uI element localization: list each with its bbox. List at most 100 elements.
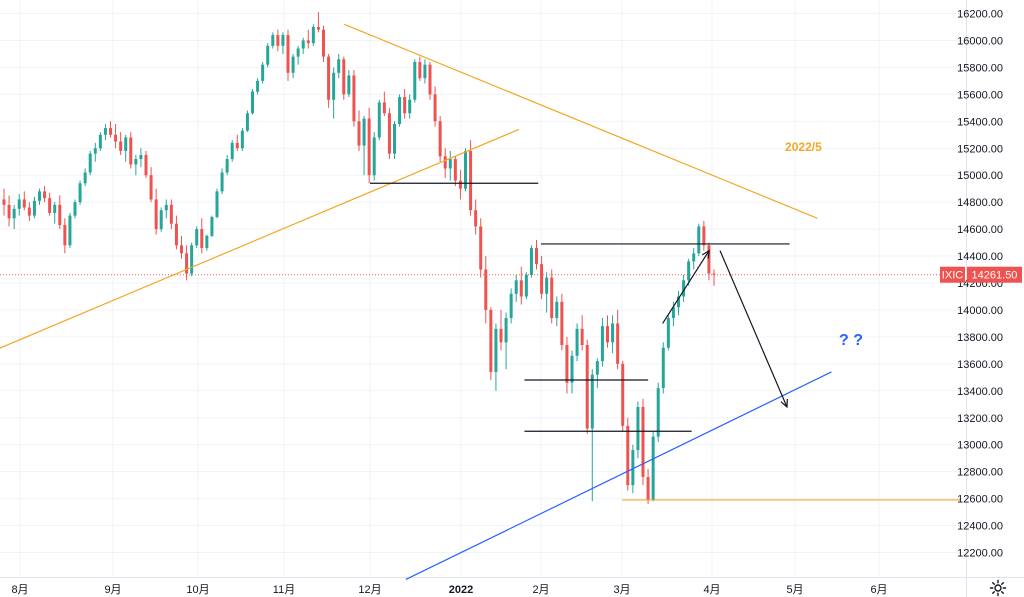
price-tick-label: 15600.00 [957,89,1003,101]
candle-body [666,318,670,348]
price-tick-label: 14000.00 [957,305,1003,317]
price-tick-label: 13600.00 [957,359,1003,371]
candle-body [225,159,229,173]
candle-body [144,154,148,176]
candle-body [387,113,391,154]
candle-body [519,280,523,297]
candle-body [240,130,244,149]
candle-body [651,436,655,500]
price-tick-label: 12200.00 [957,548,1003,560]
candle-body [114,134,118,142]
candle-body [393,123,396,154]
candle-body [687,261,691,281]
price-tag-value: 14261.50 [972,270,1018,282]
price-tick-label: 13400.00 [957,386,1003,398]
candle-body [509,293,513,319]
candle-body [661,347,665,389]
candle-body [362,118,366,146]
candle-body [220,172,224,192]
candle-body [139,154,143,160]
price-tick-label: 12400.00 [957,521,1003,533]
price-tick-label: 12800.00 [957,467,1003,479]
candle-body [448,159,452,169]
candle-body [337,59,341,73]
candle-body [2,199,6,205]
candle-body [322,29,325,57]
candle-body [545,277,549,294]
candle-body [327,56,331,100]
time-tick-label: 8月 [11,584,28,596]
candles-group [2,12,716,504]
price-tick-label: 12600.00 [957,494,1003,506]
candle-body [38,191,41,201]
candle-body [154,199,158,230]
candle-body [626,425,630,486]
candle-body [332,72,336,100]
price-tick-label: 14400.00 [957,251,1003,263]
candle-body [631,450,635,486]
candle-body [535,247,538,265]
settings-gear-icon[interactable] [989,579,1007,597]
candle-body [195,229,199,246]
candle-body [484,269,488,310]
candle-body [489,309,493,372]
time-axis[interactable]: 8月 9月 10月 11月 12月 2022 2月 3月 4月 5月 6月 [11,584,887,596]
candle-body [514,280,518,294]
candle-body [570,355,574,383]
candle-body [306,40,310,44]
candle-body [580,328,584,345]
candle-body [119,141,123,151]
candle-body [403,97,407,114]
candle-body [210,216,214,236]
candle-body [124,137,128,151]
projection-arrow-down-head [780,398,788,409]
candle-body [73,202,77,216]
candle-body [83,172,87,184]
candle-body [78,183,82,203]
price-tag-bg [967,266,1022,283]
candle-body [616,323,620,364]
candle-body [641,406,645,478]
candle-body [296,48,300,57]
candle-body [621,363,625,426]
time-tick-label: 2022 [449,584,473,596]
candle-body [256,80,260,92]
candle-body [377,102,381,138]
candle-body [423,64,427,79]
candle-body [276,35,280,46]
candle-body [347,75,351,95]
candle-body [281,35,285,46]
candle-body [453,159,457,181]
candle-body [524,274,528,297]
symbol-tag [940,266,965,283]
candle-body [169,204,173,224]
candle-body [702,226,706,246]
rise-arrow-up-head [701,249,710,259]
candle-body [200,229,204,248]
candle-body [565,344,569,383]
candle-body [352,75,356,122]
candle-body [43,191,47,199]
candle-body [540,264,544,294]
candle-body [474,210,478,227]
price-tick-label: 14600.00 [957,224,1003,236]
time-tick-label: 3月 [613,584,630,596]
price-axis[interactable]: 12200.00 12400.00 12600.00 12800.00 13000.00… [957,9,1003,560]
candle-body [560,301,564,345]
candle-body [697,226,701,254]
price-tick-label: 13000.00 [957,440,1003,452]
candle-body [418,62,422,79]
candle-body [636,406,640,451]
candle-body [180,245,183,254]
candle-body [149,175,153,200]
candle-body [499,328,503,343]
time-tick-label: 4月 [703,584,720,596]
candle-body [316,26,320,30]
candle-body [93,148,97,154]
candle-body [301,40,305,49]
candle-body [48,198,52,213]
time-tick-label: 2月 [532,584,549,596]
price-tick-label: 14800.00 [957,197,1003,209]
candle-body [12,208,16,219]
